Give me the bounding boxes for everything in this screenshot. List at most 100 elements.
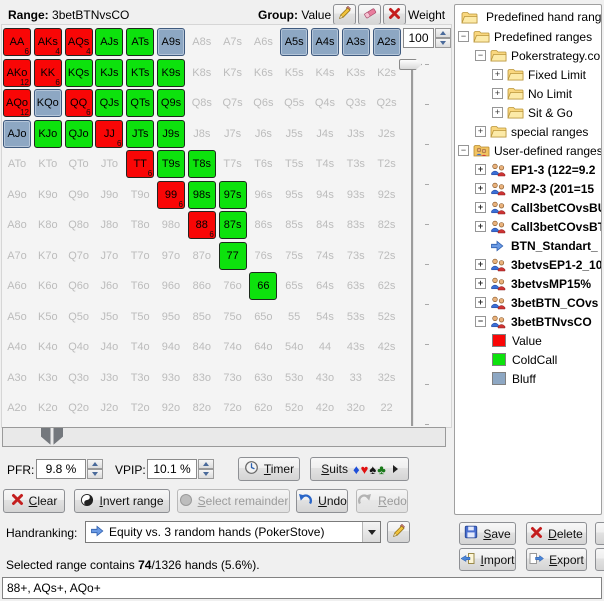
hand-cell-74s[interactable]: 74s <box>316 249 334 262</box>
hand-cell-Q2o[interactable]: Q2o <box>68 402 89 414</box>
hand-cell-JTo[interactable]: JTo <box>100 158 118 170</box>
hand-cell-93s[interactable]: 93s <box>346 188 365 201</box>
hand-cell-32o[interactable]: 32o <box>346 402 365 414</box>
hand-cell-K6o[interactable]: K6o <box>38 280 58 292</box>
hand-cell-A7s[interactable]: A7s <box>223 36 243 48</box>
hand-cell-84s[interactable]: 84s <box>316 219 334 231</box>
hand-cell-77[interactable]: 77 <box>218 241 247 270</box>
hand-cell-T4s[interactable]: T4s <box>315 158 335 170</box>
handranking-dropdown[interactable]: Equity vs. 3 random hands (PokerStove) <box>85 521 381 543</box>
hand-cell-QJo[interactable]: QJo <box>64 119 93 148</box>
spin-up-icon[interactable] <box>435 28 451 38</box>
tree-item-3betbtn-covs[interactable]: +3betBTN_COvs <box>455 293 601 312</box>
pfr-spinner[interactable] <box>36 459 103 479</box>
hand-cell-AA[interactable]: AA 6 <box>3 28 31 56</box>
hand-cell-K2o[interactable]: K2o <box>38 402 58 414</box>
hand-cell-65o[interactable]: 65o <box>254 310 273 323</box>
collapse-minus-icon[interactable]: − <box>475 316 486 327</box>
hand-cell-65s[interactable]: 65s <box>285 280 304 292</box>
weight-spin-buttons[interactable] <box>435 28 451 48</box>
erase-group-button[interactable] <box>358 4 381 25</box>
hand-cell-AKs[interactable]: AKs 4 <box>33 28 62 56</box>
hand-cell-85s[interactable]: 85s <box>285 219 304 231</box>
hand-cell-Q2s[interactable]: Q2s <box>376 97 397 109</box>
hand-cell-K4s[interactable]: K4s <box>315 66 335 79</box>
hand-cell-T2o[interactable]: T2o <box>130 402 150 414</box>
hand-cell-97o[interactable]: 97o <box>161 249 181 262</box>
hand-cell-85o[interactable]: 85o <box>192 310 211 323</box>
hand-cell-K4o[interactable]: K4o <box>38 341 58 353</box>
hand-cell-42s[interactable]: 42s <box>377 341 396 353</box>
redo-button[interactable]: Redo <box>356 489 408 513</box>
hand-cell-AJo[interactable]: AJo <box>3 119 31 148</box>
hand-cell-A2s[interactable]: A2s <box>372 28 401 56</box>
hand-cell-Q7s[interactable]: Q7s <box>222 97 243 109</box>
expand-plus-icon[interactable]: + <box>492 107 503 118</box>
spin-up-icon[interactable] <box>198 459 214 469</box>
hand-cell-J6o[interactable]: J6o <box>100 280 119 292</box>
tree-item-fixed-limit[interactable]: + Fixed Limit <box>455 65 601 84</box>
tree-item-user-defined-ranges[interactable]: − User-defined ranges <box>455 141 601 160</box>
hand-cell-AQs[interactable]: AQs 4 <box>64 28 93 56</box>
hand-cell-J8s[interactable]: J8s <box>193 127 211 140</box>
tree-item-mp2-3-201-15[interactable]: + MP2-3 (201=15 <box>455 179 601 198</box>
weight-marker-icon[interactable] <box>41 428 63 446</box>
hand-cell-82o[interactable]: 82o <box>192 402 211 414</box>
hand-cell-96o[interactable]: 96o <box>161 280 181 292</box>
hand-cell-99[interactable]: 99 6 <box>156 180 185 209</box>
expand-plus-icon[interactable]: + <box>475 164 486 175</box>
hand-cell-J3s[interactable]: J3s <box>347 127 365 140</box>
delete-group-button[interactable] <box>383 4 406 25</box>
hand-cell-J2o[interactable]: J2o <box>100 402 119 414</box>
hand-cell-J4s[interactable]: J4s <box>316 127 334 140</box>
hand-cell-Q5o[interactable]: Q5o <box>68 310 89 323</box>
spin-down-icon[interactable] <box>87 469 103 479</box>
hand-cell-54o[interactable]: 54o <box>284 341 304 353</box>
undo-button[interactable]: Undo <box>296 489 348 513</box>
hand-cell-K3o[interactable]: K3o <box>38 371 58 384</box>
hand-cell-J9s[interactable]: J9s <box>156 119 185 148</box>
dropdown-caret-icon[interactable] <box>362 522 380 542</box>
hand-cell-J7o[interactable]: J7o <box>100 249 119 262</box>
hand-cell-87o[interactable]: 87o <box>192 249 211 262</box>
range-string-input[interactable] <box>2 577 602 599</box>
invert-range-button[interactable]: Invert range <box>74 489 170 513</box>
hand-cell-J4o[interactable]: J4o <box>100 341 119 353</box>
hand-cell-A3s[interactable]: A3s <box>341 28 370 56</box>
hand-cell-A4s[interactable]: A4s <box>310 28 339 56</box>
hand-cell-64o[interactable]: 64o <box>254 341 273 353</box>
hand-cell-JTs[interactable]: JTs <box>126 119 155 148</box>
hand-cell-K9s[interactable]: K9s <box>156 58 185 87</box>
hand-cell-94o[interactable]: 94o <box>161 341 181 353</box>
hand-cell-43s[interactable]: 43s <box>346 341 365 353</box>
hand-cell-73s[interactable]: 73s <box>346 249 365 262</box>
hand-cell-K9o[interactable]: K9o <box>38 188 58 201</box>
hand-cell-T9s[interactable]: T9s <box>156 150 185 178</box>
hand-cell-KK[interactable]: KK 6 <box>33 58 62 87</box>
hand-cell-KTo[interactable]: KTo <box>38 158 58 170</box>
hand-cell-75s[interactable]: 75s <box>285 249 304 262</box>
hand-cell-72o[interactable]: 72o <box>223 402 242 414</box>
hand-cell-K6s[interactable]: K6s <box>253 66 273 79</box>
expand-plus-icon[interactable]: + <box>475 278 486 289</box>
hand-cell-97s[interactable]: 97s <box>218 180 247 209</box>
hand-cell-J7s[interactable]: J7s <box>224 127 242 140</box>
tree-item-call3betcovsbu[interactable]: + Call3betCOvsBU <box>455 198 601 217</box>
hand-cell-87s[interactable]: 87s <box>218 211 247 239</box>
hand-cell-62o[interactable]: 62o <box>254 402 273 414</box>
hand-cell-K7s[interactable]: K7s <box>223 66 243 79</box>
hand-cell-42o[interactable]: 42o <box>315 402 335 414</box>
hand-cell-T2s[interactable]: T2s <box>377 158 396 170</box>
hand-cell-A9o[interactable]: A9o <box>7 188 27 201</box>
cutoff-button[interactable] <box>595 522 604 545</box>
hand-cell-A7o[interactable]: A7o <box>7 249 27 262</box>
clear-button[interactable]: Clear <box>3 489 65 513</box>
hand-cell-32s[interactable]: 32s <box>377 371 396 384</box>
hand-cell-92s[interactable]: 92s <box>377 188 396 201</box>
hand-cell-22[interactable]: 22 <box>380 402 393 414</box>
hand-cell-72s[interactable]: 72s <box>377 249 396 262</box>
hand-cell-T6o[interactable]: T6o <box>130 280 150 292</box>
hand-cell-AJs[interactable]: AJs <box>95 28 124 56</box>
expand-plus-icon[interactable]: + <box>475 297 486 308</box>
tree-item-pokerstrategy-co[interactable]: − Pokerstrategy.co <box>455 46 601 65</box>
